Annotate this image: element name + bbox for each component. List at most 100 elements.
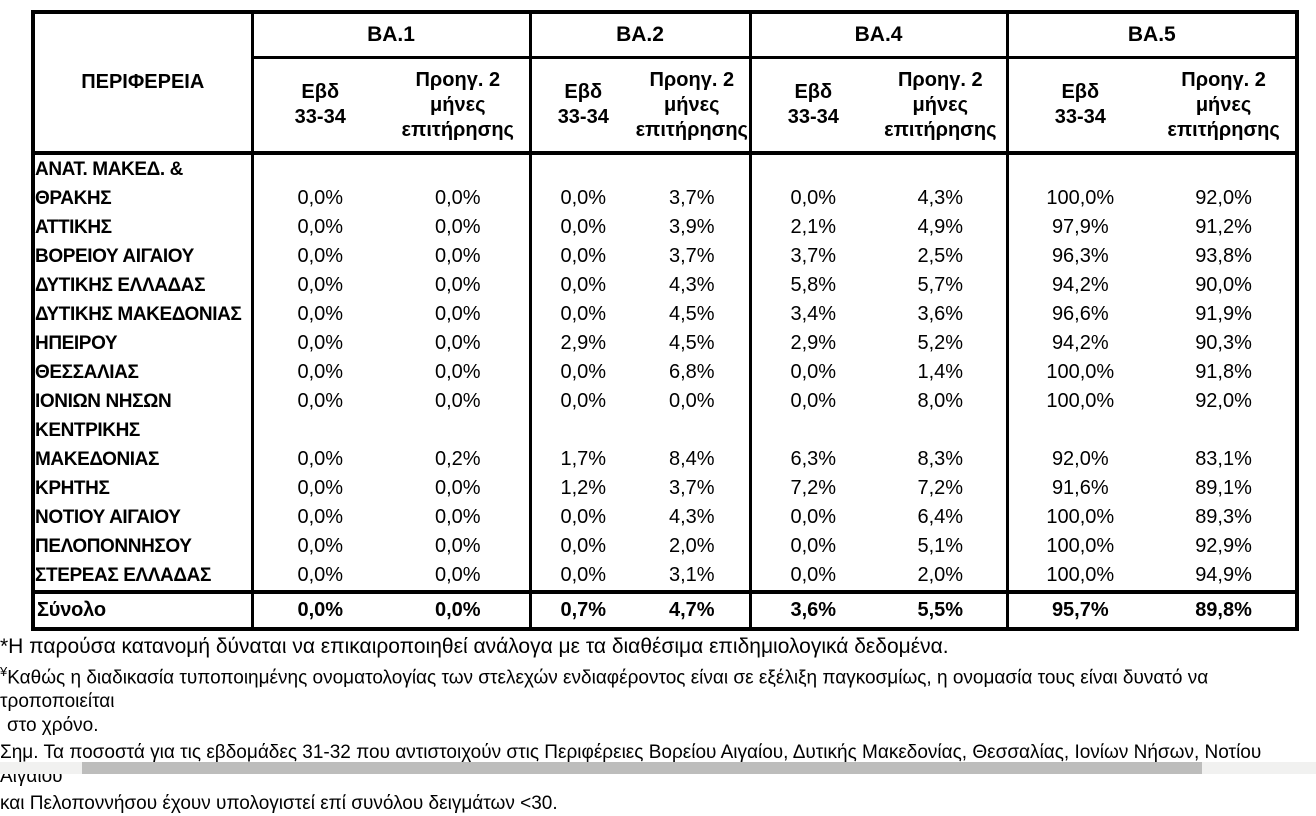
- horizontal-scrollbar[interactable]: [0, 762, 1316, 774]
- table-row: ΝΟΤΙΟΥ ΑΙΓΑΙΟΥ 0,0% 0,0% 0,0% 4,3% 0,0% …: [33, 503, 1297, 532]
- table-row: ΘΕΣΣΑΛΙΑΣ 0,0% 0,0% 0,0% 6,8% 0,0% 1,4% …: [33, 358, 1297, 387]
- value-cell: 0,0%: [528, 153, 636, 213]
- total-value-cell: 0,0%: [387, 590, 531, 629]
- total-value-cell: 0,0%: [250, 590, 387, 629]
- value-cell: 96,3%: [1005, 242, 1153, 271]
- value-cell: 0,0%: [668, 390, 715, 412]
- value-cell: 0,0%: [748, 358, 876, 387]
- value-cell: 94,2%: [1005, 271, 1153, 300]
- value-cell: 0,0%: [434, 216, 481, 238]
- table-row: ΙΟΝΙΩΝ ΝΗΣΩΝ 0,0% 0,0% 0,0% 0,0% 0,0% 8,…: [33, 387, 1297, 416]
- value-cell: 3,7%: [668, 245, 715, 267]
- value-cell: 0,0%: [250, 300, 387, 329]
- value-cell: 4,3%: [917, 187, 964, 209]
- value-cell: 89,1%: [1195, 477, 1252, 499]
- value-cell: 2,5%: [917, 245, 964, 267]
- value-cell: 89,3%: [1195, 506, 1252, 528]
- subheader-surveillance: Προηγ. 2 μήνες επιτήρησης: [1152, 57, 1298, 155]
- value-cell: 3,1%: [668, 564, 715, 586]
- value-cell: 83,1%: [1195, 448, 1252, 470]
- value-cell: 0,0%: [250, 358, 387, 387]
- value-cell: 6,4%: [917, 506, 964, 528]
- region-name-cell: ΑΤΤΙΚΗΣ: [33, 213, 254, 242]
- region-name-cell: ΔΥΤΙΚΗΣ ΕΛΛΑΔΑΣ: [33, 271, 254, 300]
- footnote-distribution: *Η παρούσα κατανομή δύναται να επικαιροπ…: [0, 635, 949, 658]
- regional-variant-table: ΠΕΡΙΦΕΡΕΙΑ BA.1 BA.2 BA.4 BA.5 Εβδ 33-34…: [31, 10, 1300, 631]
- value-cell: 4,3%: [668, 506, 715, 528]
- value-cell: 0,0%: [434, 303, 481, 325]
- value-cell: 1,2%: [528, 474, 636, 503]
- value-cell: 0,0%: [250, 213, 387, 242]
- region-name-cell: ΚΡΗΤΗΣ: [33, 474, 254, 503]
- value-cell: 4,3%: [668, 274, 715, 296]
- region-name-cell: ΝΟΤΙΟΥ ΑΙΓΑΙΟΥ: [33, 503, 254, 532]
- value-cell: 0,2%: [434, 448, 481, 470]
- table-row: ΚΕΝΤΡΙΚΗΣ ΜΑΚΕΔΟΝΙΑΣ 0,0% 0,2% 1,7% 8,4%…: [33, 416, 1297, 474]
- table-row: ΣΤΕΡΕΑΣ ΕΛΛΑΔΑΣ 0,0% 0,0% 0,0% 3,1% 0,0%…: [33, 561, 1297, 592]
- footnotes-block: *Η παρούσα κατανομή δύναται να επικαιροπ…: [0, 633, 1316, 816]
- value-cell: 3,7%: [748, 242, 876, 271]
- value-cell: 100,0%: [1005, 532, 1153, 561]
- table-row: ΔΥΤΙΚΗΣ ΕΛΛΑΔΑΣ 0,0% 0,0% 0,0% 4,3% 5,8%…: [33, 271, 1297, 300]
- value-cell: 92,0%: [1195, 390, 1252, 412]
- group-header-ba2: BA.2: [528, 12, 751, 59]
- value-cell: 100,0%: [1005, 387, 1153, 416]
- value-cell: 6,3%: [748, 416, 876, 474]
- value-cell: 1,7%: [528, 416, 636, 474]
- value-cell: 3,7%: [668, 477, 715, 499]
- value-cell: 4,5%: [668, 303, 715, 325]
- value-cell: 2,0%: [917, 564, 964, 586]
- subheader-surveillance: Προηγ. 2 μήνες επιτήρησης: [875, 57, 1008, 155]
- value-cell: 3,7%: [668, 187, 715, 209]
- value-cell: 100,0%: [1005, 503, 1153, 532]
- region-name-cell: ΘΕΣΣΑΛΙΑΣ: [33, 358, 254, 387]
- subheader-week: Εβδ 33-34: [250, 57, 387, 155]
- subheader-surveillance: Προηγ. 2 μήνες επιτήρησης: [387, 57, 531, 155]
- variant-group-header-row: ΠΕΡΙΦΕΡΕΙΑ BA.1 BA.2 BA.4 BA.5: [33, 12, 1298, 155]
- region-name-cell: ΙΟΝΙΩΝ ΝΗΣΩΝ: [33, 387, 254, 416]
- value-cell: 5,7%: [917, 274, 964, 296]
- value-cell: 92,0%: [1195, 187, 1252, 209]
- value-cell: 91,8%: [1195, 361, 1252, 383]
- footnote-marker: ¥: [0, 664, 8, 679]
- value-cell: 0,0%: [434, 245, 481, 267]
- value-cell: 5,2%: [917, 332, 964, 354]
- value-cell: 91,6%: [1005, 474, 1153, 503]
- value-cell: 0,0%: [434, 506, 481, 528]
- subheader-surveillance: Προηγ. 2 μήνες επιτήρησης: [635, 57, 751, 155]
- value-cell: 0,0%: [250, 416, 387, 474]
- value-cell: 3,9%: [668, 216, 715, 238]
- value-cell: 91,9%: [1195, 303, 1252, 325]
- value-cell: 94,2%: [1005, 329, 1153, 358]
- value-cell: 4,9%: [917, 216, 964, 238]
- value-cell: 7,2%: [748, 474, 876, 503]
- value-cell: 0,0%: [434, 187, 481, 209]
- group-header-ba4: BA.4: [748, 12, 1008, 59]
- footnote-nomenclature: ¥Καθώς η διαδικασία τυποποιημένης ονοματ…: [0, 664, 1209, 713]
- table-row: ΚΡΗΤΗΣ 0,0% 0,0% 1,2% 3,7% 7,2% 7,2% 91,…: [33, 474, 1297, 503]
- table-row: ΗΠΕΙΡΟΥ 0,0% 0,0% 2,9% 4,5% 2,9% 5,2% 94…: [33, 329, 1297, 358]
- value-cell: 8,0%: [917, 390, 964, 412]
- value-cell: 5,8%: [748, 271, 876, 300]
- subheader-week: Εβδ 33-34: [1005, 57, 1153, 155]
- value-cell: 0,0%: [434, 332, 481, 354]
- value-cell: 0,0%: [528, 242, 636, 271]
- value-cell: 7,2%: [917, 477, 964, 499]
- value-cell: 92,9%: [1195, 535, 1252, 557]
- value-cell: 2,1%: [748, 213, 876, 242]
- value-cell: 5,1%: [917, 535, 964, 557]
- value-cell: 0,0%: [250, 561, 387, 592]
- table-row: ΑΤΤΙΚΗΣ 0,0% 0,0% 0,0% 3,9% 2,1% 4,9% 97…: [33, 213, 1297, 242]
- value-cell: 3,4%: [748, 300, 876, 329]
- total-label: Σύνολο: [33, 590, 254, 629]
- total-value-cell: 89,8%: [1152, 590, 1298, 629]
- value-cell: 93,8%: [1195, 245, 1252, 267]
- subheader-week: Εβδ 33-34: [528, 57, 636, 155]
- scrollbar-thumb[interactable]: [82, 762, 1202, 774]
- value-cell: 2,0%: [668, 535, 715, 557]
- value-cell: 2,9%: [528, 329, 636, 358]
- total-value-cell: 4,7%: [635, 590, 751, 629]
- value-cell: 100,0%: [1005, 561, 1153, 592]
- value-cell: 0,0%: [250, 474, 387, 503]
- value-cell: 0,0%: [250, 242, 387, 271]
